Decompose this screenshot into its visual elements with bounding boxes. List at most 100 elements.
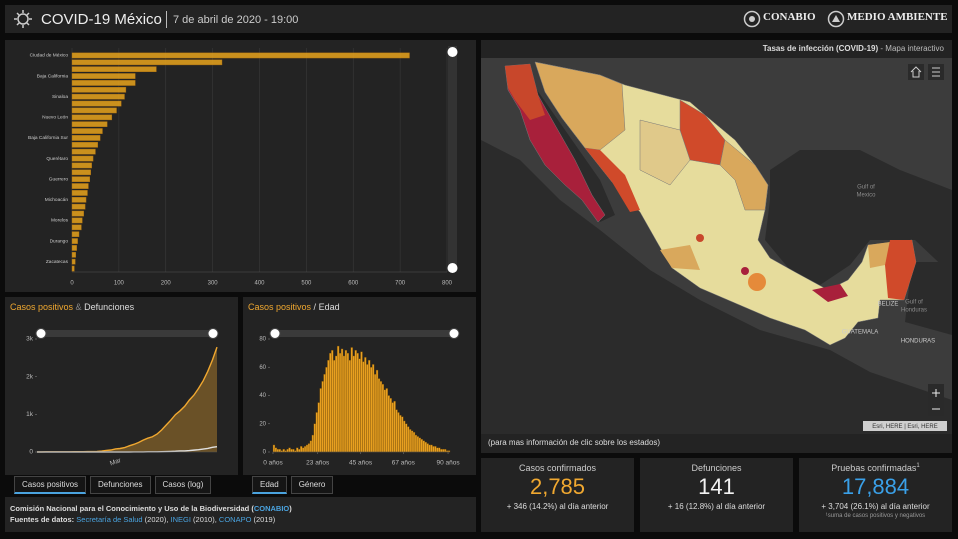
bar [416,436,420,453]
bar [395,409,398,453]
gulf-of-mexico [765,150,952,285]
bar [311,434,315,453]
bar [313,423,316,453]
bar [366,364,369,453]
y-tick-label: 0 [29,449,33,456]
state[interactable] [696,234,704,242]
footnote-mark: 1 [916,463,920,469]
bar [403,420,406,453]
bar [356,352,359,453]
range-handle[interactable] [35,328,47,339]
map: Gulf of Mexico BELIZE Gulf of Honduras G… [481,58,952,447]
footer: Comisión Nacional para el Conocimiento y… [5,497,476,532]
bar [71,128,103,134]
legend-icon [932,67,940,77]
stat-label: Casos confirmados [518,463,597,473]
bar [71,162,92,169]
stat-value: 2,785 [529,474,586,499]
bar [71,141,98,148]
link[interactable]: INEGI [170,515,191,524]
bar [274,447,278,453]
bar [71,245,77,251]
stat-label: Pruebas confirmadas1 [799,463,952,473]
range-handle[interactable] [207,328,219,339]
state[interactable] [505,64,545,120]
bar [432,446,435,453]
title-part: Casos positivos [10,302,74,312]
conabio-icon [743,10,761,28]
x-tick-label: 800 [442,281,453,287]
y-tick-label: 40 [259,393,266,399]
state[interactable] [741,267,749,275]
bar [71,176,91,182]
link[interactable]: CONABIO [253,504,290,513]
zoom-control[interactable] [928,384,944,416]
bar [71,265,75,272]
state[interactable] [660,245,700,270]
home-button[interactable] [908,64,924,80]
bar [71,238,78,244]
bar [71,121,108,127]
range-handle[interactable] [448,328,460,339]
bar [71,66,157,73]
category-label: Morelos [51,218,69,224]
bar [272,444,276,453]
state[interactable] [639,119,691,186]
link[interactable]: CONAPO [218,515,252,524]
tab[interactable]: Casos positivos [14,476,87,494]
state[interactable] [885,240,916,300]
bar [71,114,113,121]
title-part: & [75,302,82,312]
tab[interactable]: Género [290,476,334,494]
state[interactable] [719,139,769,211]
state[interactable] [812,284,848,302]
app-title: COVID-19 México [41,11,162,28]
tab-bar: Edad Género [252,476,334,494]
bar [323,374,326,453]
tab[interactable]: Defunciones [90,476,151,494]
bar [428,444,431,453]
bar [399,415,402,453]
stat-label-text: Pruebas confirmadas [831,463,917,473]
bar [379,381,383,453]
bar [335,355,338,453]
bar [71,107,117,114]
bar [71,59,223,66]
title-part: Casos positivos [248,302,312,312]
tab[interactable]: Edad [252,476,287,494]
bar [440,449,443,453]
map-label: GUATEMALA [842,330,879,336]
bar [71,224,82,231]
bar [434,446,437,453]
category-label: Querétaro [46,156,68,162]
bar [315,412,318,453]
bar [286,449,289,453]
bar [71,196,87,203]
bar [288,447,291,453]
x-tick-label: 90 años [436,460,460,467]
attribution: Esri, HERE | Esri, HERE [872,424,938,430]
bar [71,87,127,93]
map-label: Honduras [901,308,927,314]
stat-change: + 346 (14.2%) al día anterior [506,502,609,511]
y-tick-label: 0 [263,450,267,456]
link[interactable]: Secretaría de Salud [76,515,143,524]
state[interactable] [868,242,890,268]
state[interactable] [748,273,766,291]
bar [71,80,136,86]
bar [71,148,96,155]
logo-text: CONABIO [763,11,816,23]
bar [282,449,285,453]
x-tick-label: 45 años [349,460,373,467]
tab[interactable]: Casos (log) [154,476,212,494]
bar [71,203,86,210]
bar [329,352,332,453]
range-handle[interactable] [269,328,281,339]
bar [333,360,336,453]
scroll-handle[interactable] [447,47,458,57]
bar [340,348,344,453]
header: COVID-19 México 7 de abril de 2020 - 19:… [5,5,952,33]
scroll-handle[interactable] [447,263,458,273]
state[interactable] [585,148,640,212]
